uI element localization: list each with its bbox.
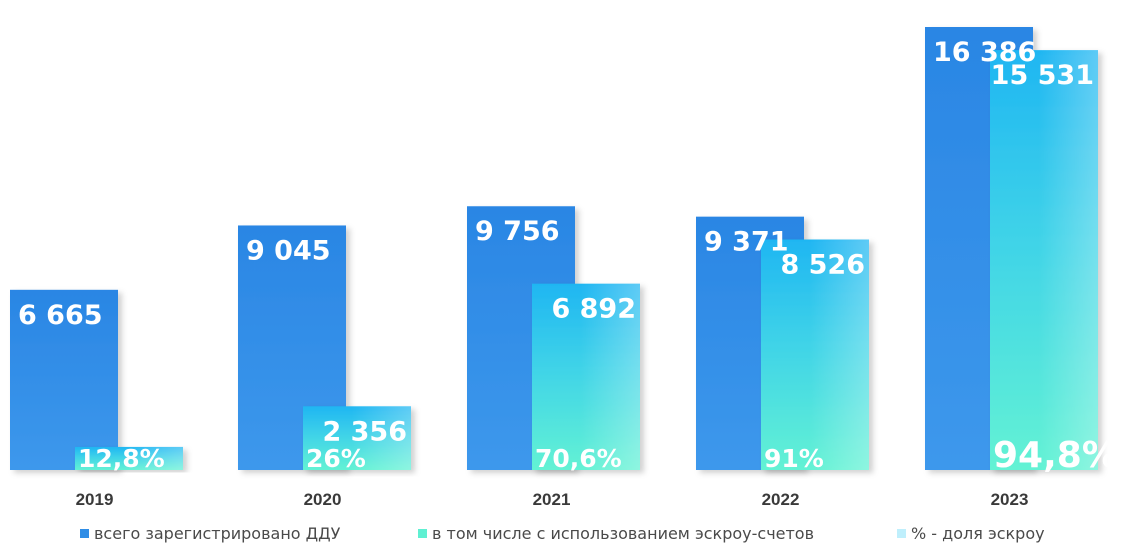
label-escrow-2022: 8 526 (780, 250, 865, 281)
label-total-2023: 16 386 (933, 37, 1036, 68)
bar-escrow-sheen-2023 (1038, 50, 1098, 471)
bar-escrow-sheen-2019 (123, 446, 183, 470)
bar-escrow-sheen-2020 (351, 406, 411, 470)
label-escrow-2019: 853 (127, 420, 179, 449)
bar-escrow-sheen-2021 (580, 283, 640, 470)
year-label-2021: 2021 (533, 490, 571, 509)
label-escrow-2020: 2 356 (322, 416, 407, 447)
bar-escrow-sheen-2022 (809, 239, 869, 470)
legend-label-escrow: в том числе с использованием эскроу-счет… (432, 524, 815, 543)
label-total-2021: 9 756 (475, 216, 560, 247)
year-label-2020: 2020 (304, 490, 342, 509)
year-label-2022: 2022 (762, 490, 800, 509)
year-label-2019: 2019 (76, 490, 114, 509)
label-total-2019: 6 665 (18, 300, 103, 331)
legend-swatch-escrow (418, 529, 427, 538)
legend-label-share: % - доля эскроу (911, 524, 1045, 543)
label-share-2019: 12,8% (78, 444, 165, 473)
label-share-2021: 70,6% (535, 444, 622, 473)
label-share-2023: 94,8% (993, 435, 1118, 476)
legend: всего зарегистрировано ДДУ в том числе с… (0, 520, 1138, 550)
legend-label-total: всего зарегистрировано ДДУ (94, 524, 341, 543)
bar-total-2019 (10, 289, 118, 470)
legend-item-escrow: в том числе с использованием эскроу-счет… (418, 524, 814, 543)
legend-swatch-total (80, 529, 89, 538)
label-escrow-2023: 15 531 (991, 60, 1094, 91)
label-escrow-2021: 6 892 (551, 294, 636, 325)
legend-item-total: всего зарегистрировано ДДУ (80, 524, 340, 543)
label-share-2022: 91% (764, 444, 824, 473)
legend-swatch-share (897, 529, 906, 538)
label-share-2020: 26% (306, 444, 366, 473)
legend-item-share: % - доля эскроу (897, 524, 1045, 543)
label-total-2020: 9 045 (246, 235, 331, 266)
label-total-2022: 9 371 (704, 227, 789, 258)
year-label-2023: 2023 (991, 490, 1029, 509)
